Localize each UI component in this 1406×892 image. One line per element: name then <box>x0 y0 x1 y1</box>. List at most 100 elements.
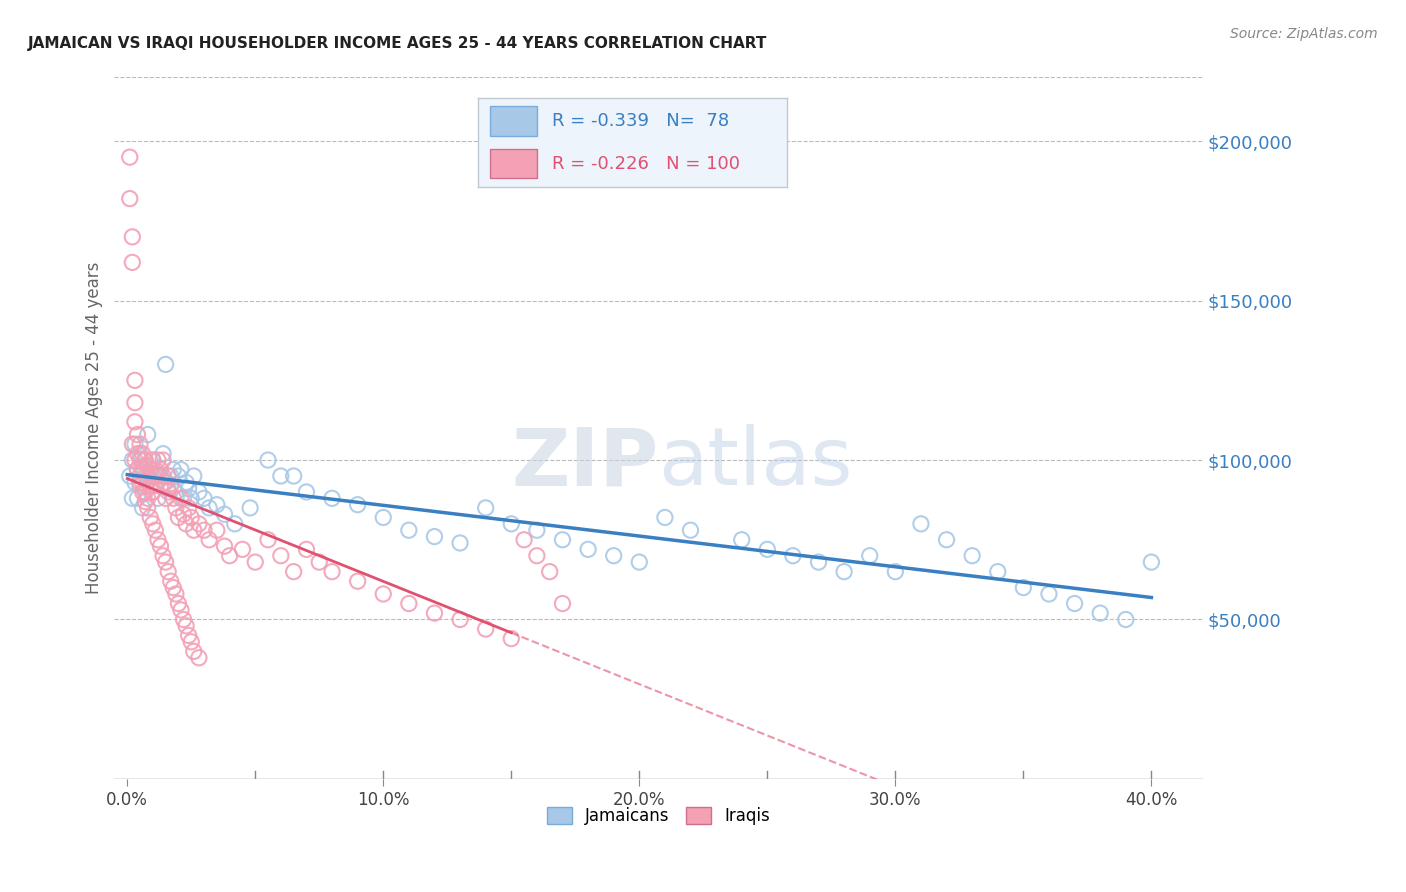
Bar <box>491 149 537 178</box>
Point <box>173 508 195 522</box>
Point <box>231 542 253 557</box>
Point <box>205 498 228 512</box>
Point <box>1140 555 1163 569</box>
Text: Source: ZipAtlas.com: Source: ZipAtlas.com <box>1230 27 1378 41</box>
Legend: Jamaicans, Iraqis: Jamaicans, Iraqis <box>538 799 779 834</box>
Point <box>321 565 343 579</box>
Point <box>139 478 162 492</box>
Point <box>127 462 149 476</box>
Point <box>118 192 141 206</box>
Point <box>283 469 305 483</box>
Point <box>1038 587 1060 601</box>
Point <box>935 533 957 547</box>
Point <box>134 469 156 483</box>
Y-axis label: Householder Income Ages 25 - 44 years: Householder Income Ages 25 - 44 years <box>86 262 103 594</box>
Point <box>449 536 471 550</box>
Point <box>142 453 165 467</box>
Point <box>134 485 156 500</box>
Point <box>576 542 599 557</box>
Text: R = -0.226   N = 100: R = -0.226 N = 100 <box>553 154 741 173</box>
Point <box>152 469 174 483</box>
Point <box>121 491 143 506</box>
Point <box>155 555 177 569</box>
Point <box>193 523 215 537</box>
Point <box>136 500 159 515</box>
Point <box>157 565 180 579</box>
Point <box>165 500 187 515</box>
Point <box>187 650 209 665</box>
Point <box>152 549 174 563</box>
Point <box>187 485 209 500</box>
Point <box>146 533 169 547</box>
Point <box>155 491 177 506</box>
Point <box>131 447 153 461</box>
Point <box>157 485 180 500</box>
Point <box>157 482 180 496</box>
Point <box>283 565 305 579</box>
Point <box>149 478 172 492</box>
Point <box>449 612 471 626</box>
Point <box>180 510 202 524</box>
Point <box>167 597 190 611</box>
Point <box>118 150 141 164</box>
Point <box>679 523 702 537</box>
Text: atlas: atlas <box>658 425 853 502</box>
Point <box>551 533 574 547</box>
Point <box>129 447 152 461</box>
Point <box>1012 581 1035 595</box>
Point <box>121 230 143 244</box>
Point <box>501 516 523 531</box>
Point <box>139 510 162 524</box>
Point <box>131 459 153 474</box>
Point <box>398 523 420 537</box>
Point <box>134 494 156 508</box>
Point <box>174 475 197 490</box>
Point <box>129 478 152 492</box>
Point <box>245 555 267 569</box>
Point <box>127 427 149 442</box>
Point <box>139 462 162 476</box>
Point <box>884 565 907 579</box>
Point <box>1115 612 1137 626</box>
Point <box>859 549 882 563</box>
Point <box>183 469 205 483</box>
Point <box>1063 597 1085 611</box>
Point <box>157 469 180 483</box>
Point <box>142 485 165 500</box>
Point <box>165 485 187 500</box>
Point <box>152 447 174 461</box>
Point <box>136 475 159 490</box>
Point <box>124 453 146 467</box>
Point <box>474 622 496 636</box>
Point <box>136 491 159 506</box>
Point <box>183 644 205 658</box>
Point <box>501 632 523 646</box>
Point <box>121 255 143 269</box>
Point <box>155 475 177 490</box>
Point <box>193 491 215 506</box>
Point <box>131 500 153 515</box>
Point <box>124 373 146 387</box>
Text: JAMAICAN VS IRAQI HOUSEHOLDER INCOME AGES 25 - 44 YEARS CORRELATION CHART: JAMAICAN VS IRAQI HOUSEHOLDER INCOME AGE… <box>28 36 768 51</box>
Point <box>295 485 318 500</box>
Point <box>218 549 240 563</box>
Point <box>127 447 149 461</box>
Point <box>257 533 280 547</box>
Point <box>257 453 280 467</box>
Point <box>127 462 149 476</box>
Point <box>756 542 779 557</box>
Point <box>187 516 209 531</box>
Point <box>162 491 184 506</box>
Point <box>174 516 197 531</box>
Point <box>807 555 830 569</box>
Point <box>121 437 143 451</box>
Point <box>159 478 181 492</box>
Point <box>162 462 184 476</box>
Point <box>321 491 343 506</box>
Point <box>131 485 153 500</box>
Point <box>167 469 190 483</box>
Point <box>149 539 172 553</box>
Point <box>152 453 174 467</box>
Point <box>145 462 167 476</box>
Point <box>134 453 156 467</box>
